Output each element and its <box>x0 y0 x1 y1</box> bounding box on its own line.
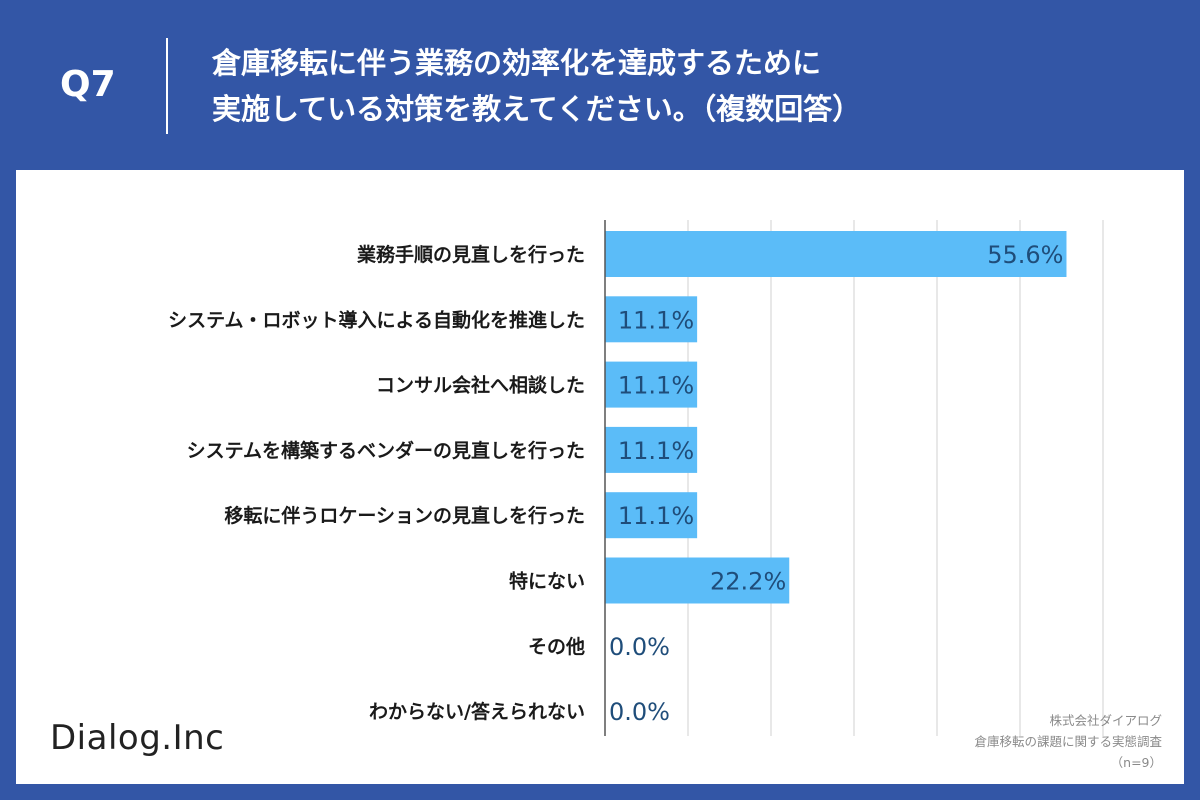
bar <box>605 231 1067 277</box>
title-line-1: 倉庫移転に伴う業務の効率化を達成するために <box>212 46 822 80</box>
value-label: 11.1% <box>618 502 694 530</box>
value-label: 11.1% <box>618 372 694 400</box>
category-label: 特にない <box>509 571 585 593</box>
category-label: システムを構築するベンダーの見直しを行った <box>187 439 585 462</box>
bar <box>605 426 698 473</box>
bar <box>605 557 790 604</box>
question-number: Q7 <box>60 64 116 105</box>
company-logo: Dialog.Inc <box>50 718 225 758</box>
value-label: 11.1% <box>618 306 694 334</box>
value-label: 22.2% <box>710 568 786 596</box>
source-note: 株式会社ダイアログ 倉庫移転の課題に関する実態調査 （n=9） <box>974 710 1162 773</box>
category-label: コンサル会社へ相談した <box>376 374 585 397</box>
chart-panel: 業務手順の見直しを行った 55.6% システム・ロボット導入による自動化を推進した 1… <box>16 170 1184 784</box>
value-label: 55.6% <box>987 241 1063 269</box>
category-label: 移転に伴うロケーションの見直しを行った <box>224 504 585 527</box>
source-survey: 倉庫移転の課題に関する実態調査 <box>974 734 1162 749</box>
value-label: 11.1% <box>618 437 694 465</box>
value-label: 0.0% <box>609 633 670 661</box>
bar-chart: 業務手順の見直しを行った 55.6% システム・ロボット導入による自動化を推進した 1… <box>168 220 1104 736</box>
header-divider <box>166 38 168 134</box>
category-label: システム・ロボット導入による自動化を推進した <box>168 308 585 331</box>
source-sample-size: （n=9） <box>1110 755 1162 770</box>
header: Q7 倉庫移転に伴う業務の効率化を達成するために 実施している対策を教えてくださ… <box>0 0 1200 168</box>
bar <box>605 361 698 408</box>
source-company: 株式会社ダイアログ <box>1049 713 1162 728</box>
category-label: 業務手順の見直しを行った <box>356 243 585 266</box>
page-title: 倉庫移転に伴う業務の効率化を達成するために 実施している対策を教えてください。（… <box>212 40 1172 132</box>
category-label: わからない/答えられない <box>369 700 585 723</box>
bar <box>605 492 698 539</box>
bar <box>605 296 698 343</box>
category-label: その他 <box>528 635 585 658</box>
title-line-2: 実施している対策を教えてください。（複数回答） <box>212 92 862 126</box>
value-label: 0.0% <box>609 698 670 726</box>
